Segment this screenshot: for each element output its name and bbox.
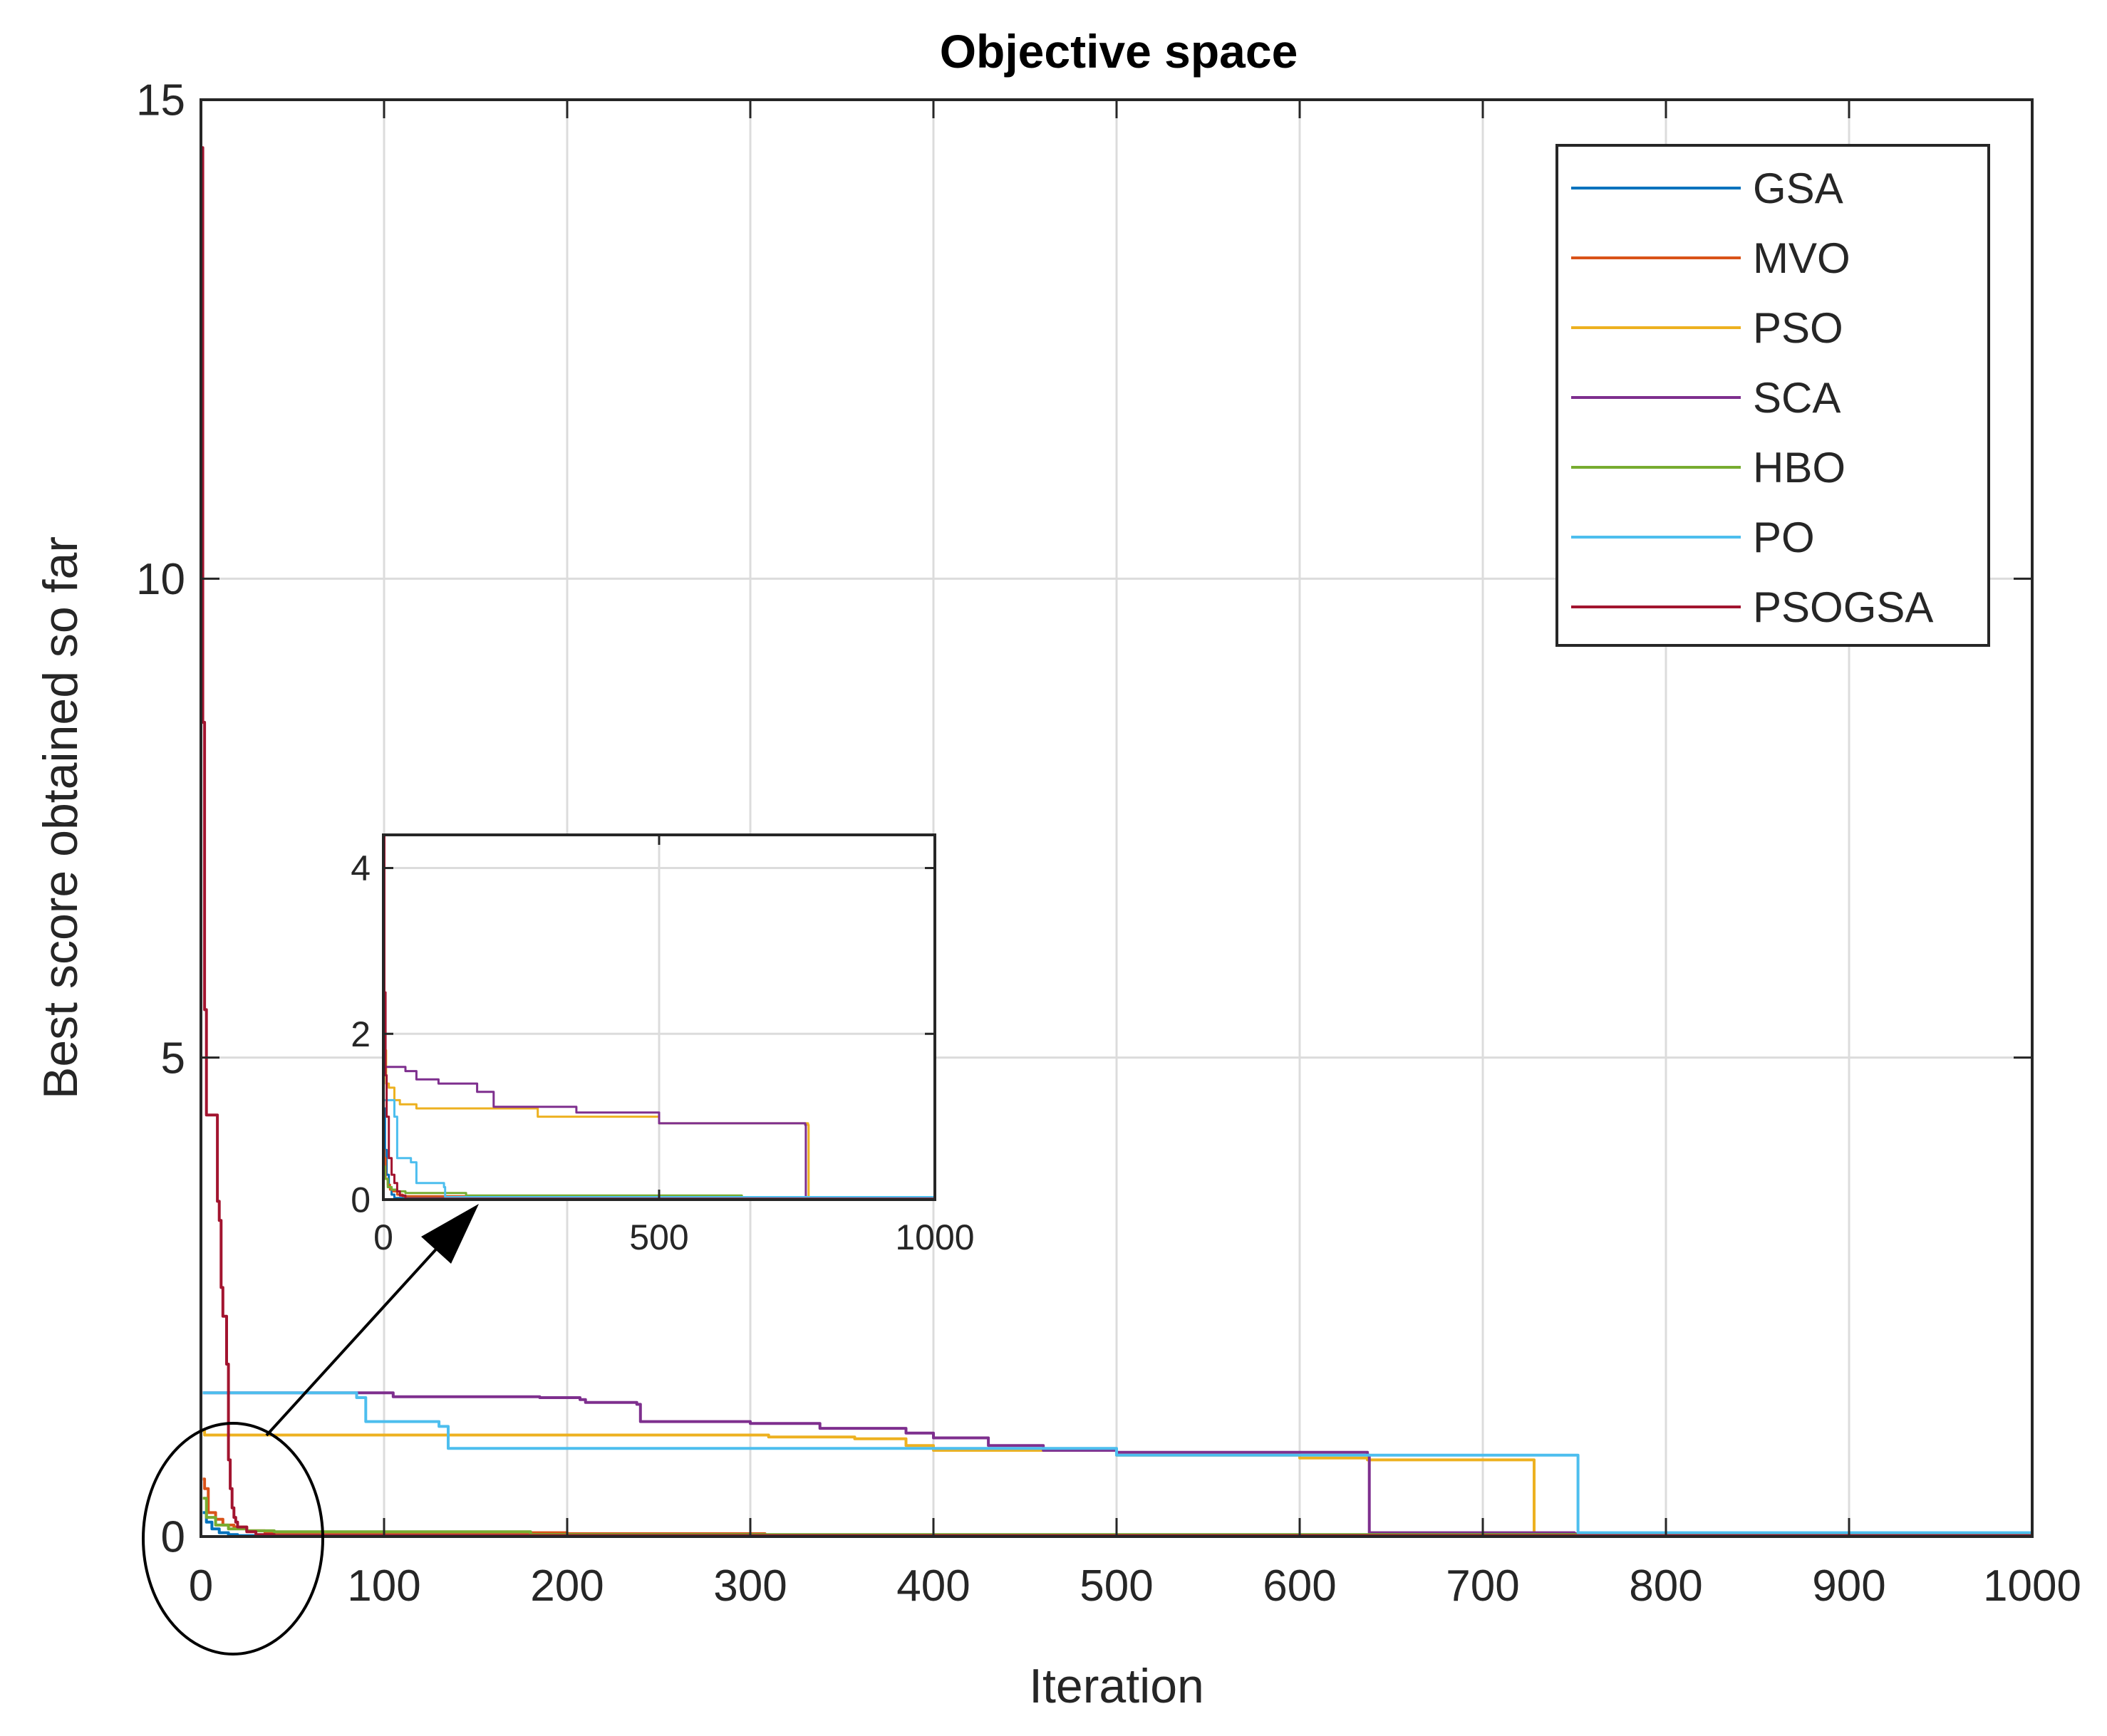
inset-plot: 0 500 1000 0 2 4 xyxy=(351,833,975,1257)
zoom-ellipse xyxy=(142,1422,324,1656)
legend-label-po: PO xyxy=(1753,514,1815,561)
inset-y-tick-label: 0 xyxy=(351,1180,371,1220)
inset-series-po xyxy=(383,1098,936,1198)
main-y-tick-label: 15 xyxy=(136,76,185,125)
chart-title: Objective space xyxy=(940,25,1298,78)
legend-box xyxy=(1555,144,1990,647)
main-x-tick-label: 1000 xyxy=(1983,1561,2081,1611)
main-y-tick-label: 5 xyxy=(161,1034,185,1083)
x-axis-label: Iteration xyxy=(1029,1659,1204,1713)
inset-series-sca xyxy=(383,1066,936,1198)
zoom-arrow-line xyxy=(265,1226,457,1437)
inset-x-tick-label: 1000 xyxy=(895,1217,974,1257)
inset-series-group xyxy=(383,833,936,1200)
legend-label-hbo: HBO xyxy=(1753,444,1845,492)
main-series-po xyxy=(202,1391,2034,1535)
main-x-tick-label: 0 xyxy=(189,1561,213,1611)
main-x-tick-label: 100 xyxy=(347,1561,420,1611)
inset-series-psogsa xyxy=(383,833,935,1200)
main-series-gsa xyxy=(202,1511,2032,1537)
legend-label-psogsa: PSOGSA xyxy=(1753,583,1933,631)
zoom-arrow-head xyxy=(421,1204,479,1264)
main-series-group xyxy=(201,146,2034,1537)
main-x-tick-label: 900 xyxy=(1812,1561,1885,1611)
legend-label-gsa: GSA xyxy=(1753,165,1843,212)
main-series-psogsa xyxy=(201,146,2032,1537)
inset-x-tick-label: 0 xyxy=(373,1217,393,1257)
legend-label-mvo: MVO xyxy=(1753,234,1850,282)
legend: GSA MVO PSO SCA HBO PO PSOGSA xyxy=(1555,144,1990,647)
zoom-annotation xyxy=(142,1204,479,1656)
legend-label-pso: PSO xyxy=(1753,304,1843,352)
inset-grid xyxy=(383,835,935,1200)
main-x-tick-label: 400 xyxy=(896,1561,970,1611)
inset-y-tick-label: 4 xyxy=(351,848,371,888)
inset-y-tick-label: 2 xyxy=(351,1014,371,1054)
main-x-tick-label: 600 xyxy=(1263,1561,1336,1611)
main-x-tick-label: 300 xyxy=(713,1561,787,1611)
main-x-tick-label: 800 xyxy=(1629,1561,1702,1611)
y-axis-label: Best score obtained so far xyxy=(33,536,88,1099)
inset-ticks: 0 500 1000 0 2 4 xyxy=(351,835,975,1257)
legend-items: GSA MVO PSO SCA HBO PO PSOGSA xyxy=(1571,165,1933,631)
legend-label-sca: SCA xyxy=(1753,374,1841,422)
main-x-tick-label: 700 xyxy=(1446,1561,1519,1611)
main-x-tick-label: 500 xyxy=(1080,1561,1153,1611)
inset-series-pso xyxy=(383,1049,936,1198)
main-y-tick-label: 0 xyxy=(161,1513,185,1562)
inset-x-tick-label: 500 xyxy=(629,1217,688,1257)
main-y-tick-label: 10 xyxy=(136,555,185,604)
main-x-tick-label: 200 xyxy=(530,1561,604,1611)
